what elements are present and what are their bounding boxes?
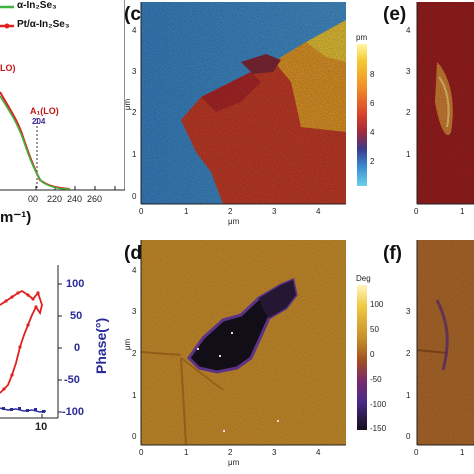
x-tick: 1 (184, 207, 189, 216)
colorbar-tick: 8 (370, 70, 375, 79)
right-y-tick: 0 (74, 342, 81, 354)
peak-value: 204 (32, 117, 46, 126)
blue-phase-line (0, 407, 47, 413)
x-tick: 260 (87, 194, 103, 204)
colorbar-c (357, 44, 367, 186)
panel-a-plot (0, 0, 125, 191)
lo-label: LO) (0, 63, 16, 73)
colorbar-tick: 0 (370, 350, 375, 359)
colorbar-tick: 2 (370, 157, 375, 166)
panel-c-axes (140, 2, 346, 205)
panel-d-axes (140, 240, 346, 446)
phase-axis-label-text: Phase(°) (93, 317, 109, 374)
x-tick: 00 (28, 194, 39, 204)
panel-d-map (141, 240, 346, 445)
x-tick: 0 (139, 207, 144, 216)
x-tick: 0 (414, 448, 419, 457)
colorbar-tick: -150 (370, 424, 387, 433)
x-tick: 1 (184, 448, 189, 457)
x-tick: 0 (139, 448, 144, 457)
legend-item-alpha: α-In₂Se₃ (17, 0, 57, 11)
colorbar-d (357, 285, 367, 430)
phase-axis-label: Phase(°) (93, 318, 113, 374)
y-tick: 4 (406, 26, 411, 35)
x-tick: 2 (228, 448, 233, 457)
panel-f-image (417, 240, 474, 445)
colorbar-unit: Deg (356, 274, 371, 283)
legend-item-pt-alpha: Pt/α-In₂Se₃ (17, 19, 70, 30)
y-tick: 3 (132, 67, 137, 76)
y-tick: 1 (132, 391, 137, 400)
panel-e-label: (e) (383, 4, 407, 25)
panel-c-image (141, 2, 346, 204)
panel-e-axes (416, 2, 474, 205)
y-tick: 2 (406, 349, 411, 358)
x-tick: 4 (316, 448, 321, 457)
panel-f-label: (f) (383, 243, 402, 264)
x-tick: 3 (272, 207, 277, 216)
x-tick: 0 (414, 207, 419, 216)
right-y-tick: 50 (70, 310, 83, 322)
y-tick: 1 (132, 150, 137, 159)
colorbar-tick: -50 (370, 375, 382, 384)
x-tick: 1 (460, 207, 465, 216)
colorbar-tick: 4 (370, 128, 375, 137)
x-tick: 240 (67, 194, 83, 204)
right-y-tick: 100 (66, 278, 85, 290)
y-tick: 1 (406, 150, 411, 159)
y-axis-unit: μm (123, 98, 133, 111)
x-tick: 220 (47, 194, 63, 204)
y-tick: 0 (132, 432, 137, 441)
x-tick: 3 (272, 448, 277, 457)
panel-a: α-In₂Se₃ Pt/α-In₂Se₃ LO) A₁(LO) 204 00 2… (0, 0, 125, 230)
y-tick: 2 (132, 349, 137, 358)
panel-f-axes (416, 240, 474, 446)
y-tick: 1 (406, 391, 411, 400)
panel-e-image (417, 2, 474, 204)
colorbar-tick: 6 (370, 99, 375, 108)
panel-c-map (141, 2, 346, 204)
x-tick: 4 (316, 207, 321, 216)
panel-b-plot (0, 265, 62, 419)
x-tick: 1 (460, 448, 465, 457)
colorbar-tick: 50 (370, 325, 379, 334)
y-tick: 4 (132, 26, 137, 35)
panel-b: 100 50 0 -50 -100 10 Phase(°) (0, 265, 125, 474)
y-tick: 3 (132, 307, 137, 316)
y-tick: 3 (406, 67, 411, 76)
y-tick: 0 (132, 192, 137, 201)
x-axis-unit: μm (228, 217, 240, 226)
colorbar-tick: 100 (370, 300, 384, 309)
colorbar-unit: pm (356, 33, 368, 42)
y-tick: 4 (132, 266, 137, 275)
x-tick: 2 (228, 207, 233, 216)
peak-label: A₁(LO) (30, 106, 59, 116)
colorbar-tick: -100 (370, 400, 387, 409)
y-tick: 0 (406, 432, 411, 441)
x-axis-unit: m⁻¹) (0, 209, 32, 226)
right-y-tick: -100 (62, 406, 85, 418)
y-axis-unit: μm (123, 338, 133, 351)
y-tick: 2 (132, 108, 137, 117)
x-axis-unit: μm (228, 458, 240, 467)
y-tick: 3 (406, 307, 411, 316)
x-tick: 10 (35, 421, 48, 433)
panel-d-image (141, 240, 346, 445)
y-tick: 2 (406, 108, 411, 117)
green-spectrum-curve (0, 95, 71, 190)
right-y-tick: -50 (64, 374, 80, 386)
